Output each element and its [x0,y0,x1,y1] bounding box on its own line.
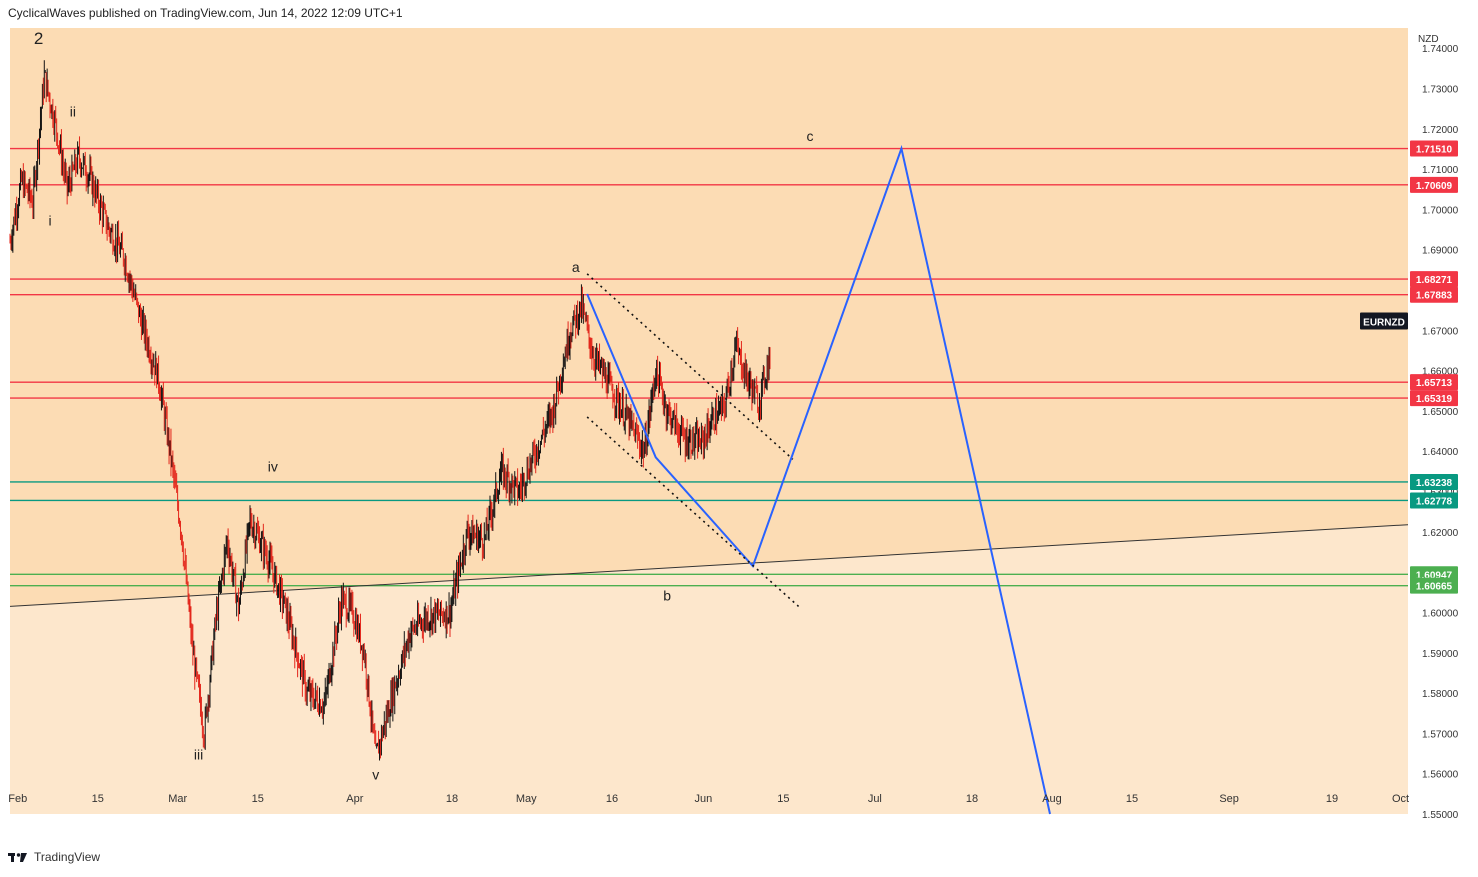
zone-upper [10,28,1410,607]
time-tick: 15 [92,793,104,805]
wave-label: b [663,587,671,603]
price-tick: 1.74000 [1422,44,1459,55]
time-tick: 16 [606,793,618,805]
level-badge-label: 1.67883 [1416,291,1453,302]
level-badge [1410,176,1458,193]
wave-label: c [807,128,814,144]
level-badge-label: 1.60947 [1416,570,1453,581]
time-tick: Sep [1219,793,1239,805]
level-badge [1410,492,1458,509]
time-tick: Oct [1392,793,1409,805]
level-badge-label: 1.62778 [1416,496,1453,507]
time-tick: 19 [1326,793,1338,805]
price-tick: 1.58000 [1422,689,1459,700]
price-tick: 1.73000 [1422,84,1459,95]
time-tick: 18 [446,793,458,805]
time-axis: Feb 15 Mar 15 Apr 18 May 16 Jun 15 Jul 18 Aug 15 Sep 19… [8,793,1409,805]
price-tick: 1.59000 [1422,649,1459,660]
price-tick: 1.64000 [1422,447,1459,458]
time-tick: Jul [868,793,882,805]
drawings-layer [586,144,1051,815]
price-tick: 1.71000 [1422,165,1459,176]
tradingview-logo-icon[interactable] [8,851,28,863]
time-tick: Apr [346,793,363,805]
time-tick: 18 [966,793,978,805]
candle-series [9,60,771,761]
level-badge [1410,374,1458,391]
level-badge [1410,286,1458,303]
wave-label: i [48,213,51,229]
footer: TradingView [8,850,100,864]
level-badge-label: 1.71510 [1416,145,1453,156]
price-tick: 1.65000 [1422,407,1459,418]
symbol-badge [1360,312,1408,330]
wave-label: iii [194,747,203,763]
time-tick: May [516,793,537,805]
level-badge [1410,140,1458,157]
currency-label: NZD [1418,34,1439,45]
time-tick: Jun [695,793,713,805]
price-tick: 1.67000 [1422,326,1459,337]
time-tick: Aug [1042,793,1062,805]
level-badge-label: 1.60665 [1416,582,1453,593]
tradingview-brand[interactable]: TradingView [34,850,101,864]
time-tick: 15 [1126,793,1138,805]
trend-line [9,524,1411,607]
time-tick: 15 [777,793,789,805]
wave-label: iv [268,458,278,474]
price-axis-edge [1408,28,1410,814]
symbol-label: EURNZD [1363,317,1405,328]
price-tick: 1.55000 [1422,810,1459,821]
price-tick: 1.72000 [1422,125,1459,136]
background-layer [10,28,1410,814]
price-tick: 1.57000 [1422,729,1459,740]
price-tick: 1.56000 [1422,770,1459,781]
channel-upper [586,273,794,460]
price-tick: 1.69000 [1422,246,1459,257]
wave-label: v [372,767,379,783]
level-badge-label: 1.65319 [1416,394,1453,405]
publisher-caption: CyclicalWaves published on TradingView.c… [8,6,403,20]
price-tick: 1.66000 [1422,367,1459,378]
level-badge [1410,390,1458,407]
level-badge [1410,271,1458,288]
wave-label: 2 [34,29,43,48]
wave-label: a [572,259,580,275]
time-tick: Feb [8,793,27,805]
wave-label: ii [70,104,76,120]
time-tick: 15 [252,793,264,805]
time-tick: Mar [168,793,187,805]
price-tick: 1.60000 [1422,608,1459,619]
level-badge-label: 1.65713 [1416,378,1453,389]
level-badge [1410,577,1458,594]
chart-frame: 2 ii i iii iv v a b c NZD 1.74000 1.73000 1.72000 1.… [8,28,1470,821]
price-tick: 1.70000 [1422,205,1459,216]
price-tick: 1.62000 [1422,528,1459,539]
level-badge-label: 1.68271 [1416,275,1453,286]
level-badge-label: 1.70609 [1416,181,1453,192]
level-badge-label: 1.63238 [1416,478,1453,489]
level-badge [1410,473,1458,490]
